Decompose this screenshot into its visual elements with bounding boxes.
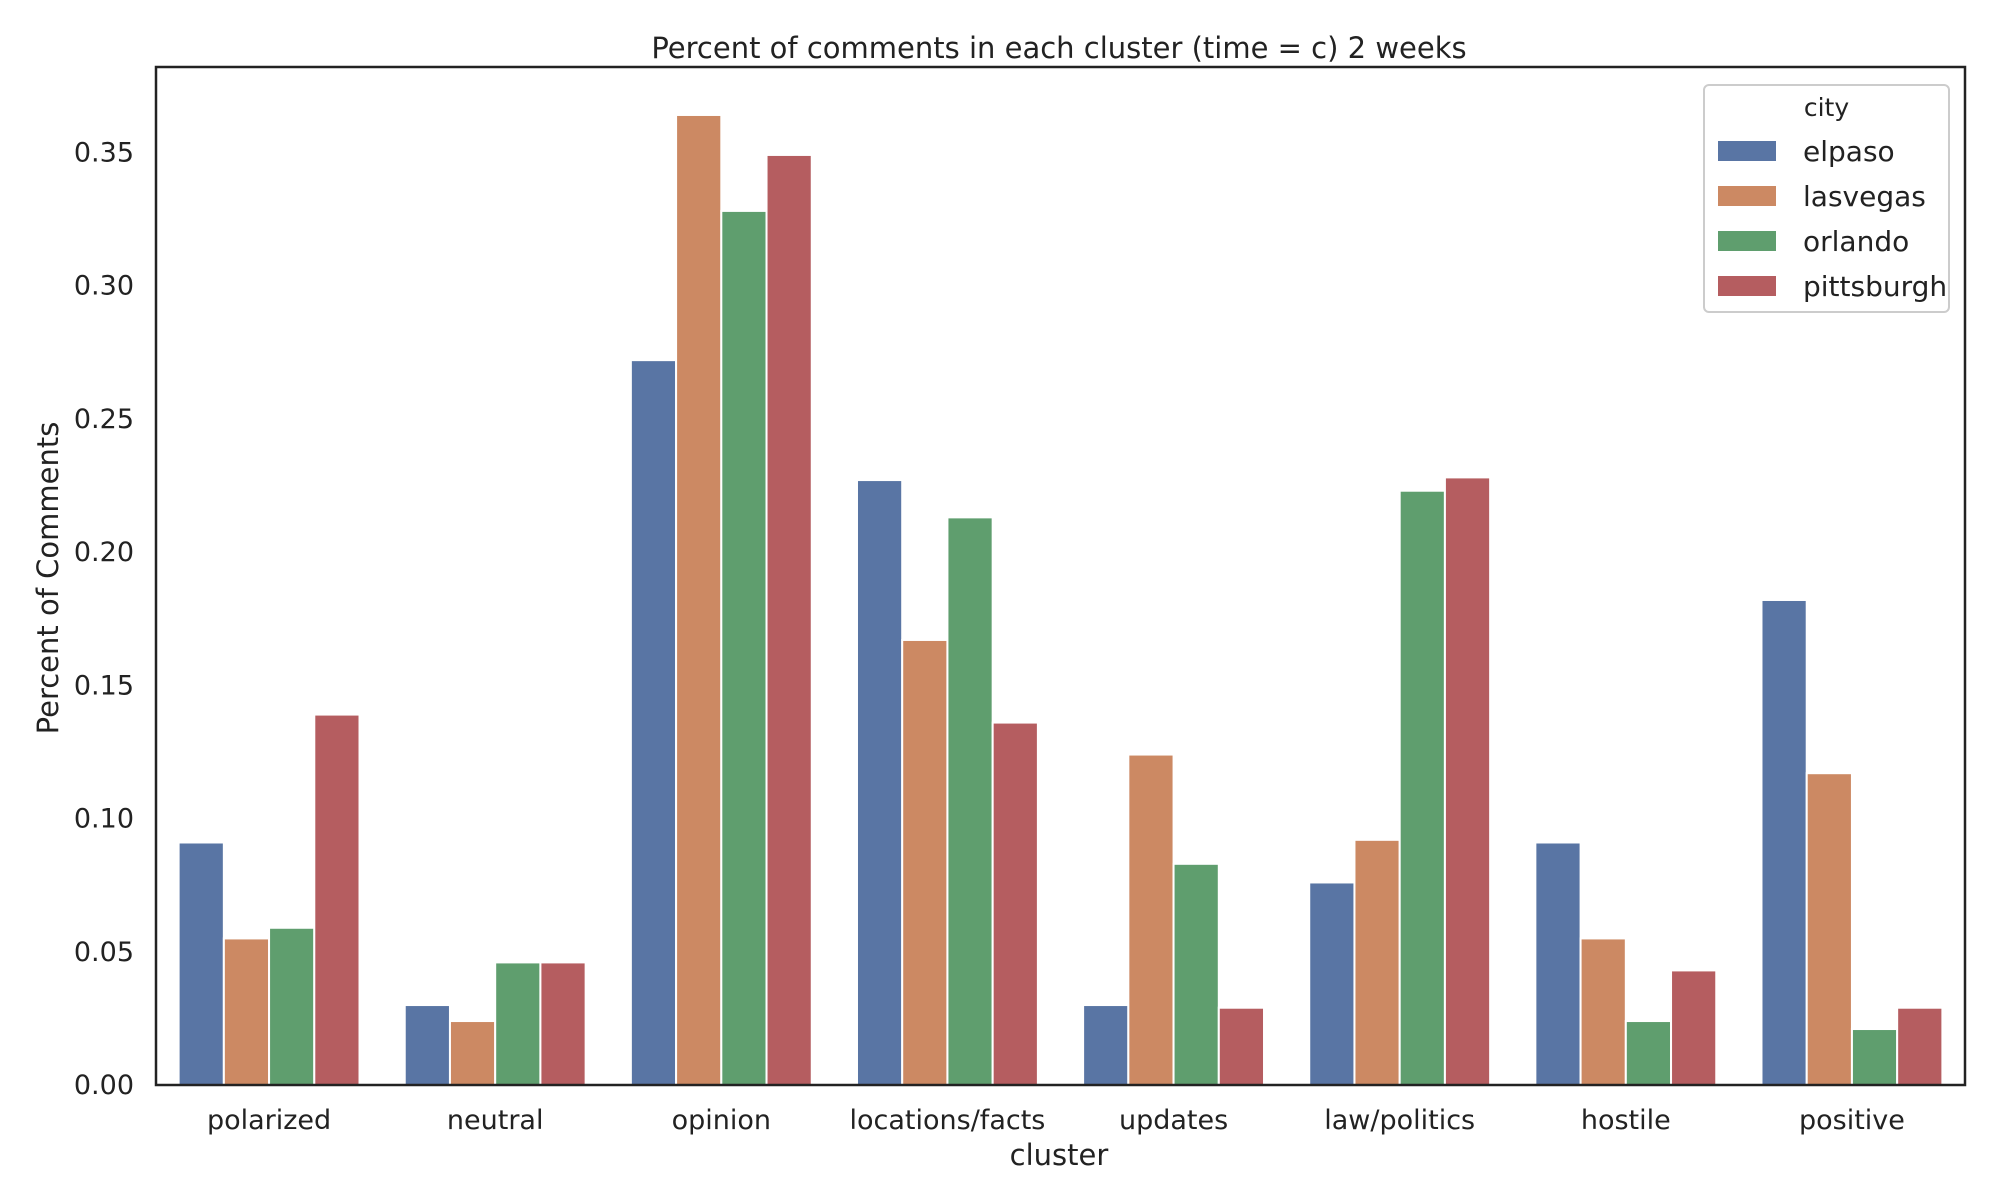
bar-pittsburgh (1443, 476, 1492, 1087)
bar-orlando (1398, 489, 1446, 1086)
y-tick-label: 0.05 (74, 937, 134, 968)
bar-elpaso (855, 479, 904, 1087)
bar-elpaso (1534, 841, 1582, 1086)
bar-orlando (1624, 1020, 1673, 1086)
bar-pittsburgh (991, 721, 1039, 1086)
bar-orlando (494, 961, 542, 1087)
bar-elpaso (177, 841, 225, 1086)
bar-lasvegas (675, 113, 723, 1087)
x-tick-label: polarized (207, 1105, 331, 1136)
bar-orlando (1850, 1028, 1899, 1086)
bar-lasvegas (222, 937, 271, 1086)
bar-elpaso (629, 359, 678, 1086)
bar-pittsburgh (1896, 1006, 1944, 1087)
bar-pittsburgh (1217, 1006, 1266, 1087)
x-tick-label: hostile (1581, 1105, 1671, 1136)
bar-pittsburgh (313, 713, 361, 1086)
x-axis-label: cluster (1010, 1138, 1109, 1172)
y-axis-label: Percent of Comments (31, 422, 65, 735)
x-axis-ticks: polarized neutral opinion locations/facts up… (207, 1105, 1905, 1136)
x-tick-label: positive (1799, 1105, 1905, 1136)
bar-lasvegas (1805, 772, 1853, 1086)
x-tick-label: law/politics (1324, 1105, 1475, 1136)
y-tick-label: 0.10 (74, 804, 134, 835)
legend-label-orlando: orlando (1803, 225, 1909, 258)
x-tick-label: updates (1119, 1105, 1228, 1136)
legend-swatch-pittsburgh (1718, 276, 1776, 296)
bar-elpaso (1760, 598, 1808, 1087)
bar-lasvegas (448, 1020, 497, 1086)
y-tick-label: 0.25 (74, 404, 134, 435)
bar-orlando (946, 516, 994, 1086)
y-tick-label: 0.35 (74, 137, 134, 168)
bar-lasvegas (1579, 937, 1627, 1086)
bar-elpaso (403, 1004, 451, 1087)
legend-swatch-elpaso (1718, 141, 1776, 161)
legend-label-lasvegas: lasvegas (1803, 180, 1926, 213)
legend-swatch-lasvegas (1718, 186, 1776, 206)
bar-lasvegas (1353, 838, 1401, 1086)
legend-label-elpaso: elpaso (1803, 135, 1895, 168)
y-tick-label: 0.00 (74, 1070, 134, 1101)
legend-title: city (1804, 93, 1849, 122)
legend: city elpaso lasvegas orlando pittsburgh (1703, 84, 1950, 313)
bar-orlando (1172, 862, 1220, 1086)
legend-swatch-orlando (1718, 231, 1776, 251)
bar-pittsburgh (1670, 969, 1718, 1087)
legend-label-pittsburgh: pittsburgh (1803, 270, 1947, 303)
bar-elpaso (1308, 881, 1356, 1086)
x-tick-label: neutral (447, 1105, 544, 1136)
plot-frame (154, 65, 1967, 1087)
y-axis-ticks: 0.00 0.05 0.10 0.15 0.20 0.25 0.30 0.35 (74, 137, 134, 1101)
y-tick-label: 0.15 (74, 670, 134, 701)
x-tick-label: opinion (672, 1105, 771, 1136)
y-tick-label: 0.30 (74, 271, 134, 302)
bar-elpaso (1082, 1004, 1130, 1087)
bar-orlando (720, 209, 768, 1086)
y-tick-label: 0.20 (74, 537, 134, 568)
chart-title: Percent of comments in each cluster (tim… (651, 31, 1466, 65)
bar-pittsburgh (539, 961, 587, 1087)
bar-lasvegas (901, 638, 949, 1086)
bars-layer (177, 113, 1944, 1087)
bar-lasvegas (1127, 753, 1175, 1086)
x-tick-label: locations/facts (850, 1105, 1046, 1136)
bar-pittsburgh (765, 153, 813, 1087)
bar-orlando (268, 926, 316, 1087)
